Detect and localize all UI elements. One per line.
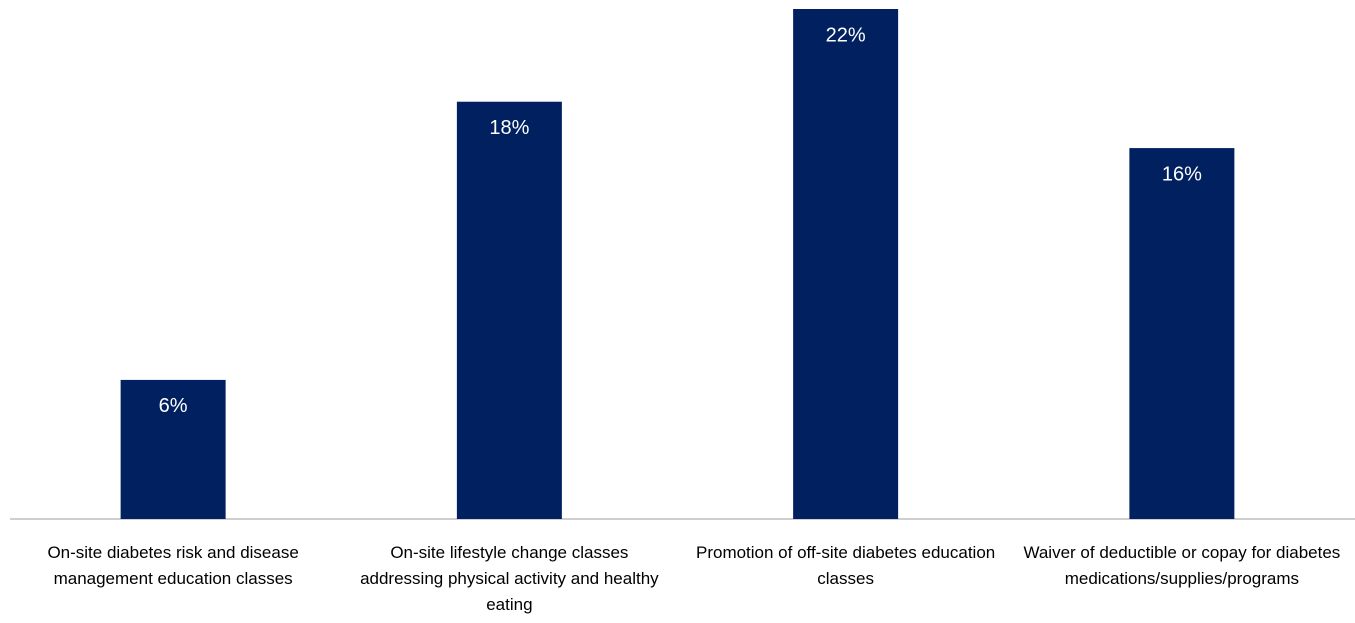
x-tick-label: On-site lifestyle change classes address… <box>360 543 659 614</box>
bar <box>456 101 562 520</box>
x-tick-label: On-site diabetes risk and disease manage… <box>47 543 299 588</box>
value-label: 18% <box>489 117 529 139</box>
x-tick-label: Waiver of deductible or copay for diabet… <box>1023 543 1341 588</box>
bar <box>793 9 899 519</box>
bar <box>1129 148 1235 519</box>
x-tick-label: Promotion of off-site diabetes education… <box>695 543 996 588</box>
value-label: 6% <box>159 395 188 417</box>
value-label: 22% <box>826 24 866 46</box>
bar <box>120 379 226 519</box>
value-label: 16% <box>1162 163 1202 185</box>
